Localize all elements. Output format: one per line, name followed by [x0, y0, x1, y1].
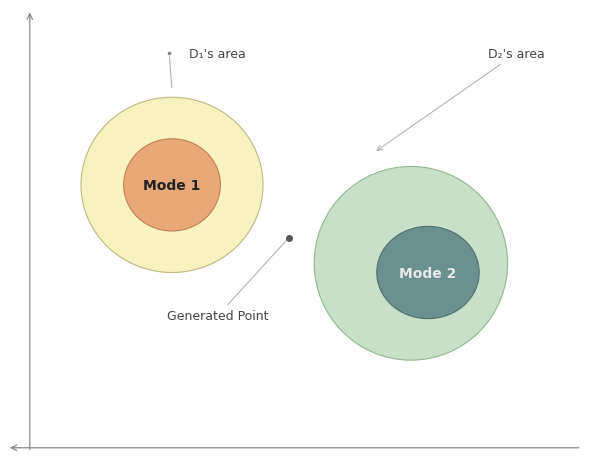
Ellipse shape — [124, 139, 220, 232]
Text: Mode 2: Mode 2 — [399, 266, 457, 280]
Text: D₂'s area: D₂'s area — [377, 48, 544, 151]
Ellipse shape — [314, 167, 508, 360]
Ellipse shape — [81, 98, 263, 273]
Text: Generated Point: Generated Point — [167, 240, 287, 323]
Text: D₁'s area: D₁'s area — [189, 48, 246, 61]
Text: Mode 1: Mode 1 — [143, 179, 201, 193]
Ellipse shape — [377, 227, 479, 319]
